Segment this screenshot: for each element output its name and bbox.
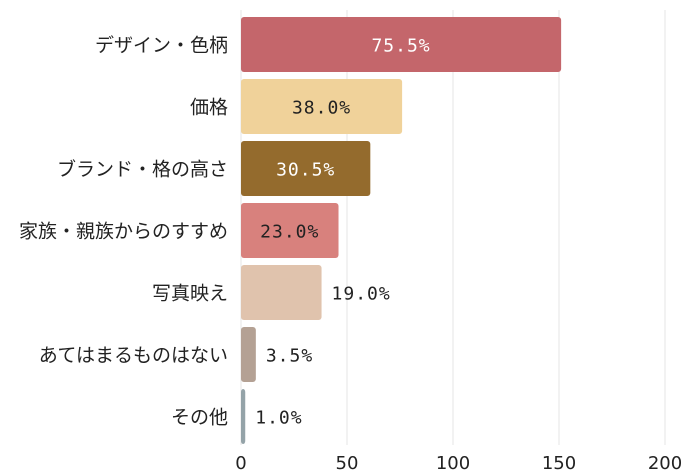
bar [241, 265, 322, 320]
bar [241, 203, 339, 258]
x-tick-label: 50 [336, 453, 359, 474]
category-label: あてはまるものはない [39, 345, 228, 367]
bar [241, 17, 562, 72]
x-tick-label: 0 [235, 453, 246, 474]
category-label: ブランド・格の高さ [57, 158, 228, 181]
bar [241, 79, 403, 134]
data-labels: 75.5% 38.0% 30.5% 23.0% 19.0% 3.5% 1.0% [255, 36, 430, 429]
data-label: 3.5% [266, 346, 313, 367]
data-label: 75.5% [371, 36, 430, 57]
bar [241, 141, 371, 196]
data-label: 30.5% [276, 160, 335, 181]
category-label: デザイン・色柄 [95, 35, 228, 57]
category-label: 家族・親族からのすすめ [19, 221, 228, 243]
bar [241, 327, 256, 382]
data-label: 19.0% [332, 284, 391, 305]
bars [241, 17, 562, 444]
x-tick-label: 100 [436, 453, 470, 474]
data-label: 38.0% [292, 98, 351, 119]
category-label: 価格 [190, 97, 228, 119]
x-tick-labels: 0 50 100 150 200 [235, 453, 682, 474]
data-label: 1.0% [255, 408, 302, 429]
bar [241, 389, 246, 444]
x-tick-label: 200 [648, 453, 682, 474]
category-label: その他 [171, 407, 228, 429]
data-label: 23.0% [260, 222, 319, 243]
category-labels: デザイン・色柄価格ブランド・格の高さ家族・親族からのすすめ写真映えあてはまるもの… [19, 35, 228, 429]
x-tick-label: 150 [542, 453, 576, 474]
category-label: 写真映え [152, 283, 228, 305]
